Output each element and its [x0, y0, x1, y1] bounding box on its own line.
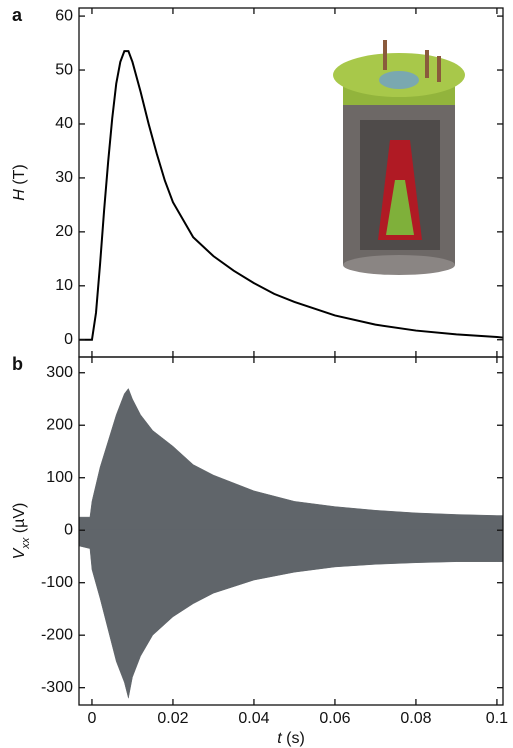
y-axis-label: H (T)	[11, 164, 28, 200]
x-tick-label: 0.1	[486, 710, 508, 727]
figure: 0 10 20 30 40 50 60 a H (T) -300 -200 -100 0 100 200 30…	[0, 0, 513, 748]
panel-label: a	[12, 5, 23, 25]
panel: -300 -200 -100 0 100 200 300 0 0.02 0.04 0.06 0.08 0…	[11, 354, 508, 747]
y-tick-label: 0	[64, 331, 73, 348]
y-tick-label: 40	[55, 115, 73, 132]
y-tick-label: 300	[46, 364, 73, 381]
y-tick-label: 100	[46, 469, 73, 486]
y-tick-label: 20	[55, 223, 73, 240]
y-tick-label: -100	[41, 574, 73, 591]
y-tick-label: -300	[41, 679, 73, 696]
x-tick-label: 0	[88, 710, 97, 727]
y-tick-label: 200	[46, 416, 73, 433]
area	[79, 388, 503, 530]
panel-label: b	[12, 354, 23, 374]
x-tick-label: 0.02	[157, 710, 188, 727]
inset-render	[333, 40, 465, 275]
x-axis-label: t (s)	[277, 730, 305, 747]
y-label-unit: (µV)	[11, 503, 28, 538]
x-tick-label: 0.06	[319, 710, 350, 727]
y-tick-label: 50	[55, 61, 73, 78]
y-tick-label: 60	[55, 7, 73, 24]
y-tick-label: 0	[64, 521, 73, 538]
area	[79, 530, 503, 698]
x-tick-label: 0.04	[238, 710, 269, 727]
x-tick-label: 0.08	[400, 710, 431, 727]
y-label-unit: (T)	[11, 164, 28, 189]
y-label-symbol: H	[11, 189, 28, 201]
y-tick-label: 30	[55, 169, 73, 186]
y-label-subscript: xx	[20, 537, 32, 550]
y-axis-label: Vxx (µV)	[11, 503, 32, 560]
x-label-unit: (s)	[282, 730, 305, 747]
y-tick-label: 10	[55, 277, 73, 294]
y-tick-label: -200	[41, 626, 73, 643]
